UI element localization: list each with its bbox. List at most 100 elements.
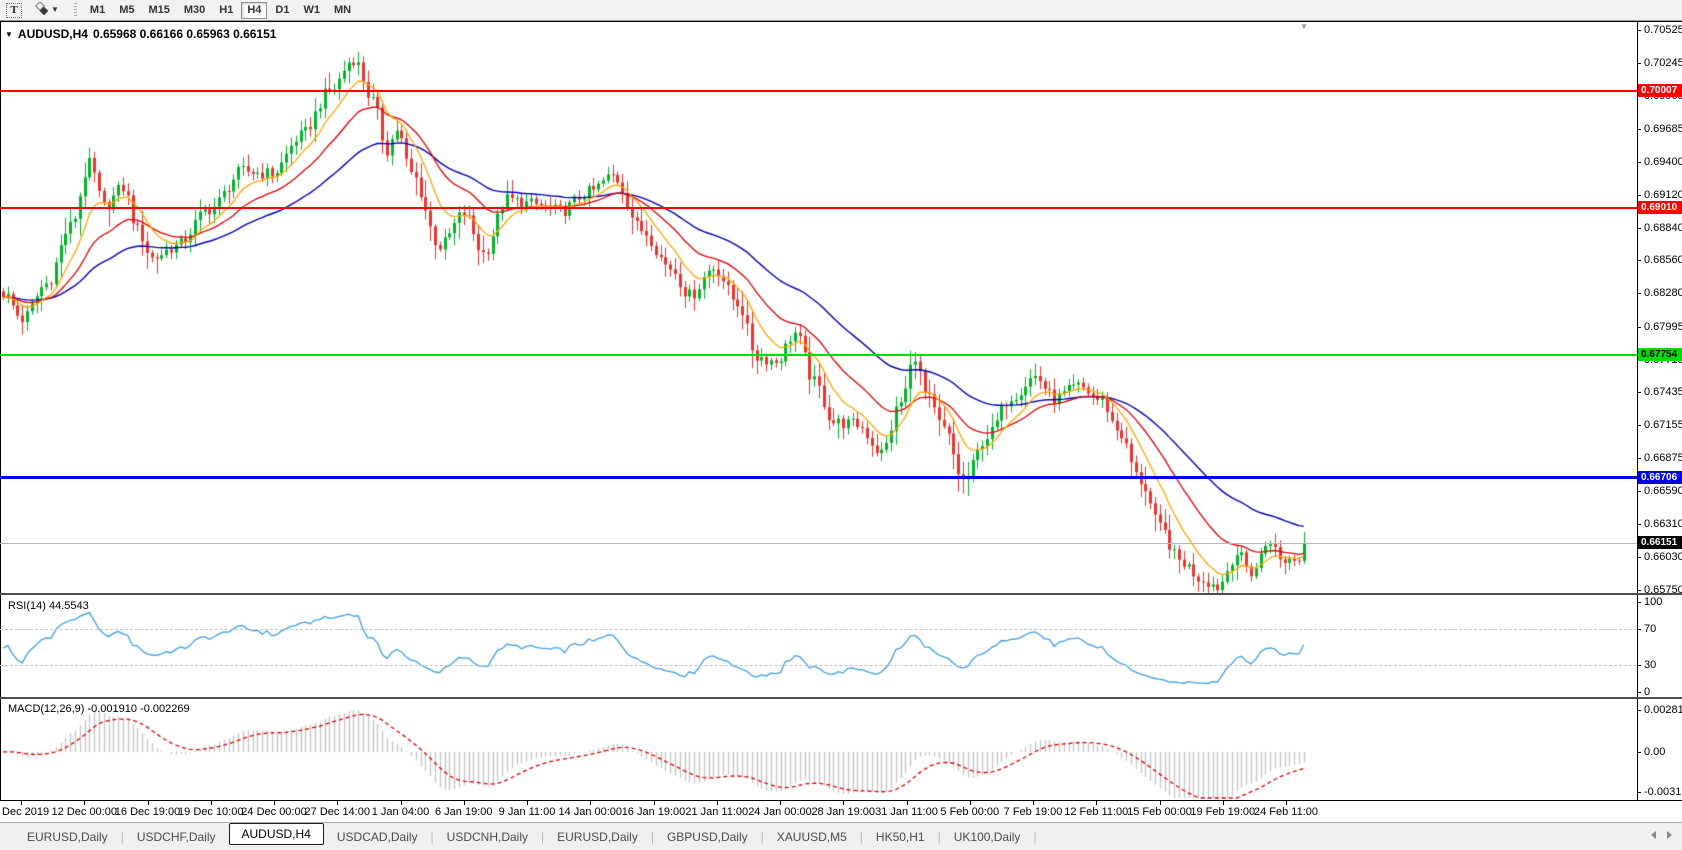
price-axis-tick — [1637, 227, 1641, 229]
current-price-line — [0, 542, 1637, 544]
timeframe-button-d1[interactable]: D1 — [269, 2, 295, 19]
resistance-price-badge: 0.69010 — [1638, 201, 1682, 215]
macd-axis-tick-label: 0.00 — [1644, 746, 1666, 758]
timeframe-button-mn[interactable]: MN — [328, 2, 357, 19]
time-axis-label: 27 Dec 14:00 — [304, 806, 370, 818]
time-axis-tick — [274, 801, 275, 805]
toolbar: T ▼ M1 M5 M15 M30 H1 H4 D1 W1 MN — [0, 0, 1682, 21]
macd-indicator-label: MACD(12,26,9) -0.001910 -0.002269 — [8, 703, 190, 715]
ohlc-values: 0.65968 0.66166 0.65963 0.66151 — [92, 27, 277, 41]
tab-separator: | — [760, 829, 764, 844]
chart-tab-audusd-h4[interactable]: AUDUSD,H4 — [228, 823, 324, 845]
arrange-windows-button[interactable]: ▼ — [28, 1, 65, 18]
price-axis-tick — [1637, 194, 1641, 196]
chart-tab-eurusd-daily[interactable]: EURUSD,Daily — [27, 829, 108, 844]
time-axis-tick — [527, 801, 528, 805]
chart-tab-bar: EURUSD,Daily | USDCHF,Daily AUDUSD,H4 USDCAD… — [0, 822, 1682, 850]
chart-header: ▼ AUDUSD,H4 0.65968 0.66166 0.65963 0.66… — [5, 27, 276, 41]
resistance-line[interactable] — [0, 89, 1637, 92]
scroll-left-icon[interactable] — [1651, 831, 1656, 839]
time-axis-tick — [21, 801, 22, 805]
chart-tab-xauusd-m5[interactable]: XAUUSD,M5 — [776, 829, 847, 844]
price-axis-tick — [1637, 392, 1641, 394]
price-axis-tick — [1637, 128, 1641, 130]
time-axis-label: 15 Feb 00:00 — [1127, 806, 1192, 818]
time-axis-tick — [400, 801, 402, 805]
macd-pane-canvas[interactable] — [0, 701, 1637, 800]
rsi-axis-tick-label: 70 — [1644, 623, 1657, 635]
time-axis-tick — [780, 801, 781, 805]
price-axis-tick — [1637, 557, 1641, 559]
time-axis-tick — [147, 801, 149, 805]
rsi-pane-canvas[interactable] — [0, 597, 1637, 697]
chart-shift-marker-icon[interactable]: ▼ — [1300, 22, 1308, 31]
time-axis-label: 7 Feb 19:00 — [1003, 806, 1063, 818]
chart-tab-eurusd-daily[interactable]: EURUSD,Daily — [557, 829, 638, 844]
price-axis-tick-label: 0.68280 — [1644, 287, 1682, 300]
rsi-axis-tick-label: 100 — [1644, 596, 1663, 608]
price-chart-canvas[interactable] — [0, 22, 1637, 593]
price-axis-tick — [1637, 260, 1641, 262]
chart-tab-usdchf-daily[interactable]: USDCHF,Daily — [136, 829, 216, 844]
time-axis-tick — [337, 801, 339, 805]
timeframe-button-m1[interactable]: M1 — [84, 2, 111, 19]
time-axis-tick — [906, 801, 908, 805]
time-axis-tick — [590, 801, 592, 805]
rsi-axis-tick — [1637, 692, 1641, 693]
time-axis-tick — [969, 801, 971, 805]
chart-tab-hk50-h1[interactable]: HK50,H1 — [875, 829, 925, 844]
current-price-badge: 0.66151 — [1638, 536, 1682, 550]
tab-scroll-arrows — [1651, 831, 1672, 839]
price-axis-border — [1637, 22, 1638, 800]
time-axis-label: 19 Feb 19:00 — [1190, 806, 1256, 818]
time-axis-label: 5 Feb 00:00 — [940, 806, 1000, 818]
price-axis-tick — [1637, 30, 1641, 31]
tab-separator: | — [1033, 829, 1037, 844]
chart-tab-usdcnh-daily[interactable]: USDCNH,Daily — [446, 829, 529, 844]
time-axis-tick — [716, 801, 718, 805]
symbol-period-label: AUDUSD,H4 — [17, 27, 88, 41]
time-axis-label: 12 Feb 11:00 — [1064, 806, 1129, 818]
resistance-line[interactable] — [0, 206, 1637, 209]
timeframe-button-h4[interactable]: H4 — [241, 1, 268, 19]
timeframe-button-group: M1 M5 M15 M30 H1 H4 D1 W1 MN — [83, 1, 358, 19]
rsi-pane-divider[interactable] — [0, 593, 1682, 595]
rsi-axis-tick — [1637, 602, 1641, 603]
chart-tab-uk100-daily[interactable]: UK100,Daily — [953, 829, 1021, 844]
timeframe-button-m30[interactable]: M30 — [178, 2, 211, 19]
macd-axis-tick — [1637, 752, 1641, 753]
timeframe-button-m5[interactable]: M5 — [113, 2, 140, 19]
tab-separator: | — [430, 829, 434, 844]
text-label-tool-button[interactable]: T — [6, 2, 22, 18]
timeframe-button-w1[interactable]: W1 — [297, 2, 326, 19]
time-axis-label: 16 Jan 19:00 — [621, 806, 686, 818]
time-axis-label: 24 Dec 00:00 — [241, 806, 307, 818]
time-axis-label: 12 Dec 00:00 — [51, 806, 117, 818]
rsi-axis-tick — [1637, 629, 1641, 630]
tab-separator: | — [541, 829, 545, 844]
time-axis-label: 9 Dec 2019 — [0, 806, 50, 818]
chart-bottom-border — [0, 800, 1682, 801]
resistance-price-badge: 0.70007 — [1638, 84, 1682, 98]
price-axis-tick-label: 0.66030 — [1644, 551, 1682, 564]
support-line[interactable] — [0, 353, 1637, 356]
rsi-level-line — [0, 665, 1637, 666]
time-axis-label: 19 Dec 10:00 — [178, 806, 244, 818]
time-axis-tick — [843, 801, 845, 805]
chevron-down-icon: ▼ — [5, 29, 13, 39]
support-line[interactable] — [0, 476, 1637, 480]
macd-pane-divider[interactable] — [0, 697, 1682, 699]
timeframe-button-h1[interactable]: H1 — [213, 2, 239, 19]
toolbar-grip[interactable] — [73, 2, 77, 18]
time-axis-label: 16 Dec 19:00 — [114, 806, 181, 818]
arrange-icon — [34, 1, 49, 18]
chart-tab-usdcad-daily[interactable]: USDCAD,Daily — [336, 829, 418, 844]
price-axis-tick-label: 0.67435 — [1644, 386, 1682, 399]
scroll-right-icon[interactable] — [1667, 831, 1672, 839]
price-axis-tick-label: 0.68840 — [1644, 221, 1682, 234]
timeframe-button-m15[interactable]: M15 — [142, 2, 175, 19]
time-axis-label: 21 Jan 11:00 — [685, 806, 749, 818]
price-axis-tick — [1637, 62, 1641, 64]
tab-separator: | — [859, 829, 863, 844]
chart-tab-gbpusd-daily[interactable]: GBPUSD,Daily — [666, 829, 748, 844]
